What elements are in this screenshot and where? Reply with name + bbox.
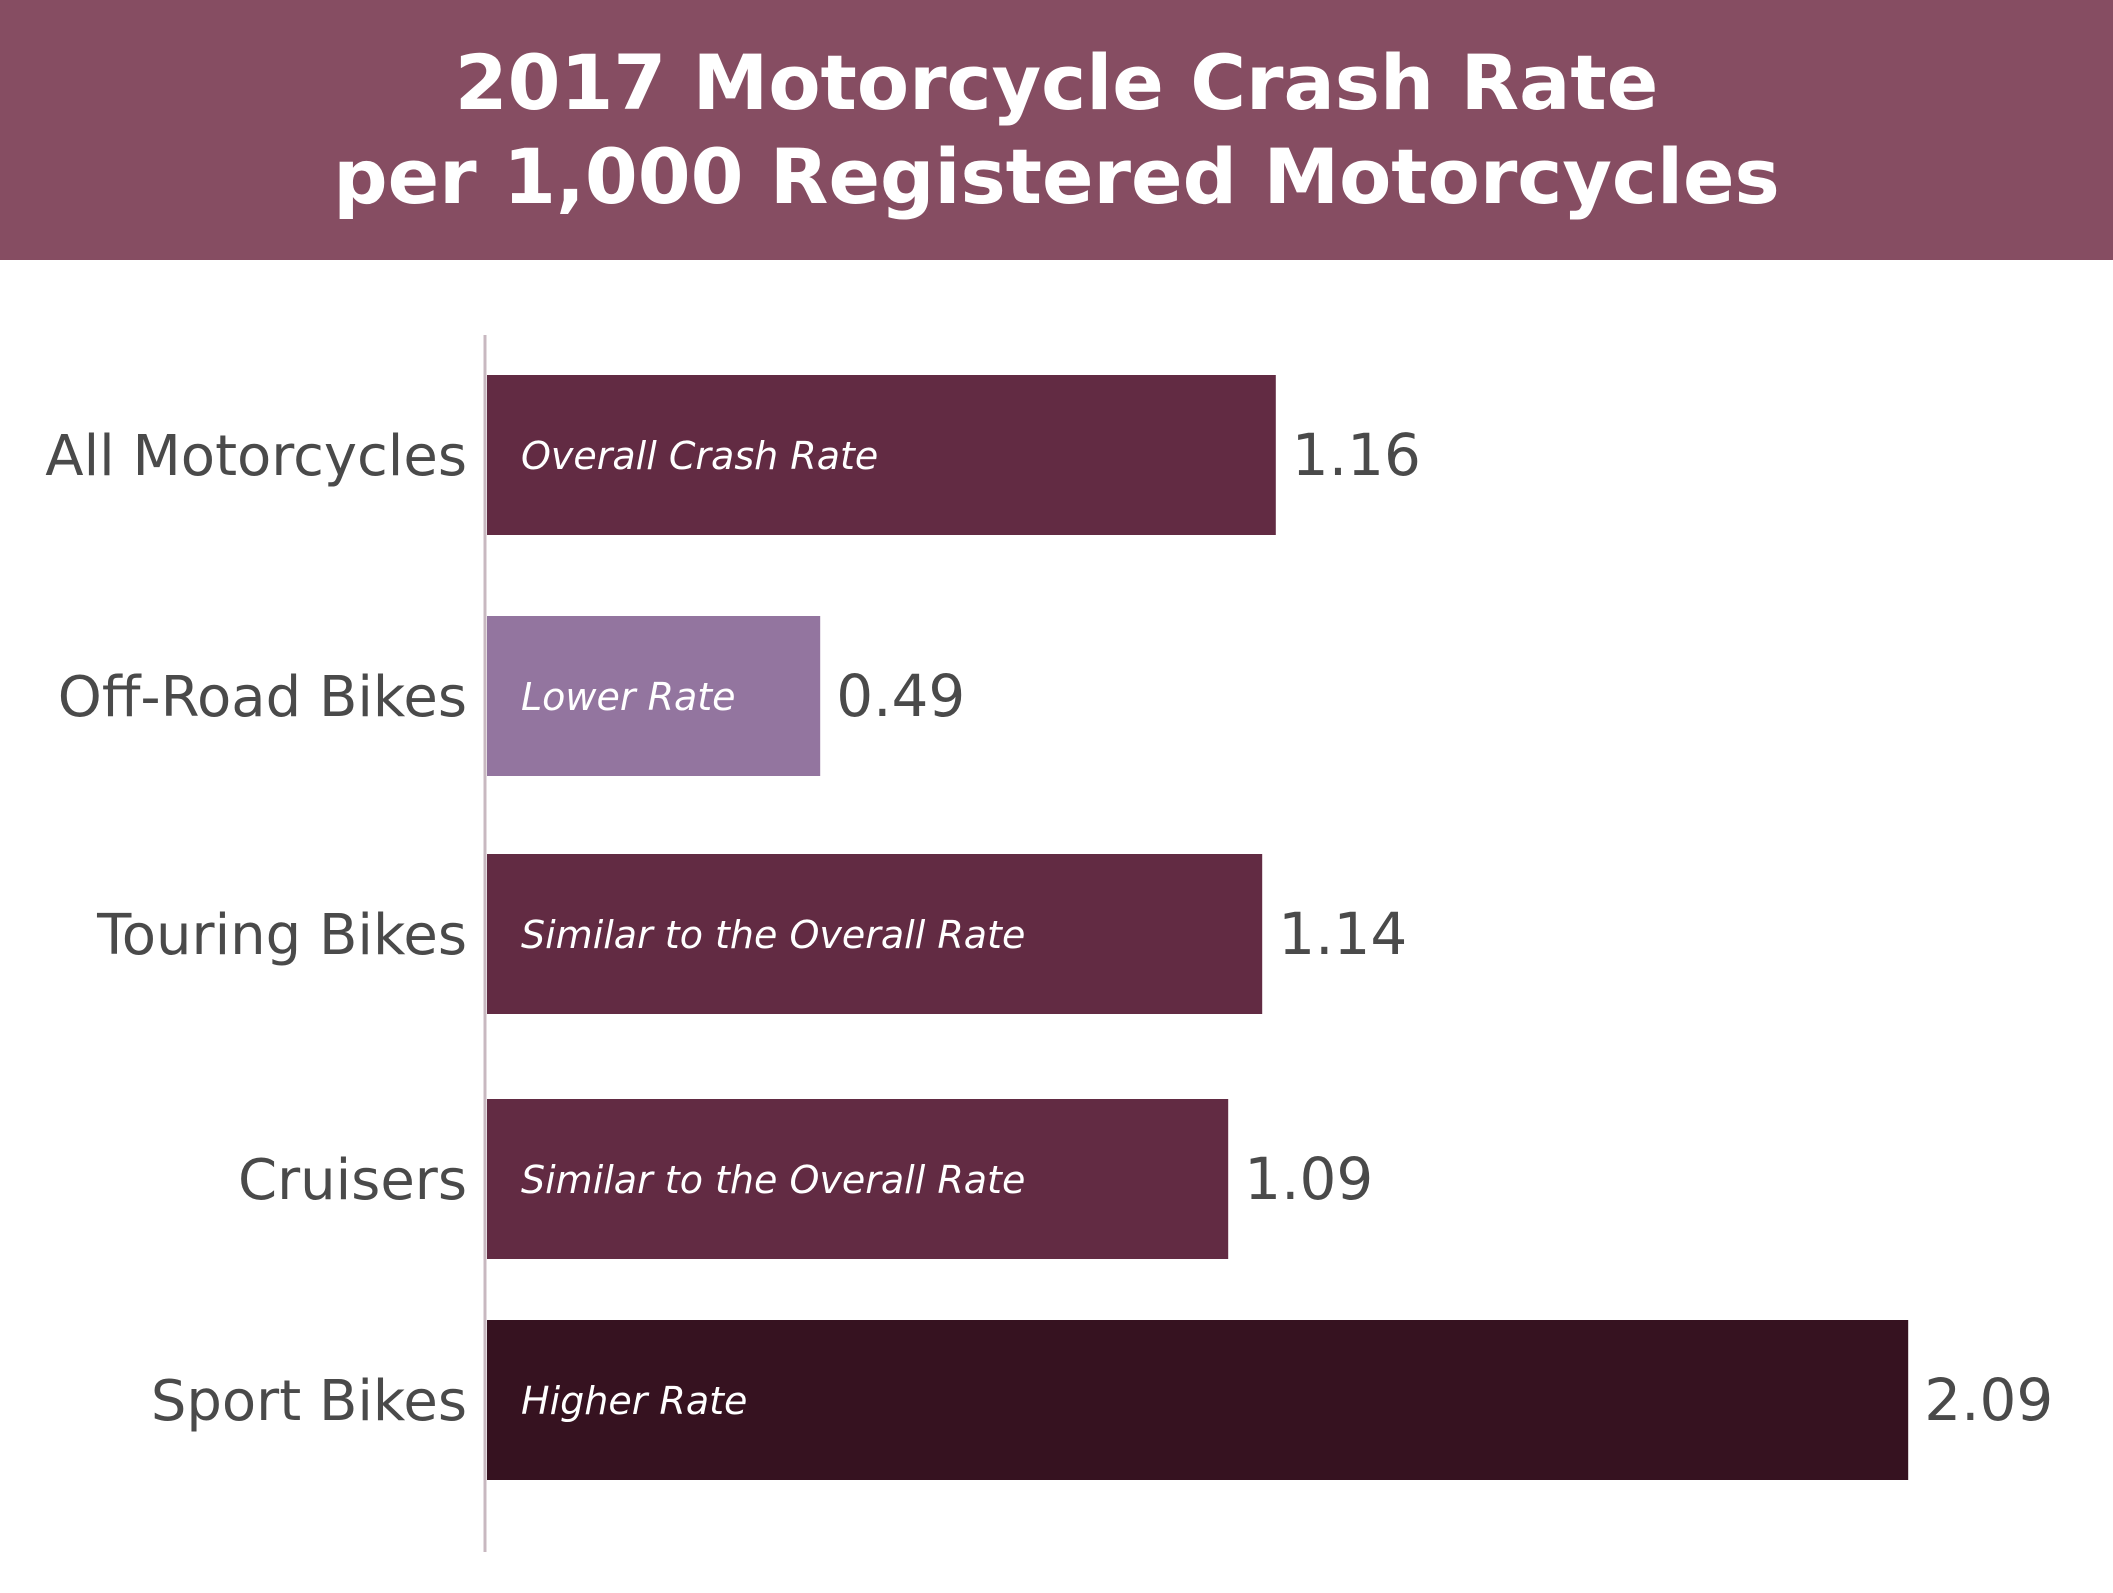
category-label-off-road-bikes: Off-Road Bikes (58, 665, 467, 730)
data-label-sport-bikes: 2.09 (1924, 1366, 2053, 1434)
bar-off-road-bikes (487, 616, 821, 776)
category-label-cruisers: Cruisers (238, 1148, 467, 1213)
bar-annotation-off-road-bikes: Lower Rate (521, 675, 736, 719)
data-label-touring-bikes: 1.14 (1278, 900, 1407, 968)
bar-cruisers (487, 1099, 1229, 1259)
bar-annotation-cruisers: Similar to the Overall Rate (521, 1158, 1025, 1202)
bar-annotation-sport-bikes: Higher Rate (521, 1379, 747, 1423)
bar-annotation-all-motorcycles: Overall Crash Rate (521, 434, 878, 478)
data-label-all-motorcycles: 1.16 (1292, 421, 1421, 489)
category-label-sport-bikes: Sport Bikes (151, 1369, 467, 1434)
category-label-all-motorcycles: All Motorcycles (45, 424, 467, 489)
data-label-off-road-bikes: 0.49 (836, 662, 965, 730)
bar-sport-bikes (487, 1320, 1909, 1480)
bar-annotation-touring-bikes: Similar to the Overall Rate (521, 913, 1025, 957)
bar-touring-bikes (487, 854, 1263, 1014)
chart-title: 2017 Motorcycle Crash Rate (454, 38, 1659, 127)
bar-all-motorcycles (487, 375, 1276, 535)
chart-subtitle: per 1,000 Registered Motorcycles (333, 132, 1780, 221)
data-label-cruisers: 1.09 (1244, 1145, 1373, 1213)
category-label-touring-bikes: Touring Bikes (96, 903, 467, 968)
chart-title-banner: 2017 Motorcycle Crash Rate per 1,000 Reg… (0, 0, 2113, 260)
